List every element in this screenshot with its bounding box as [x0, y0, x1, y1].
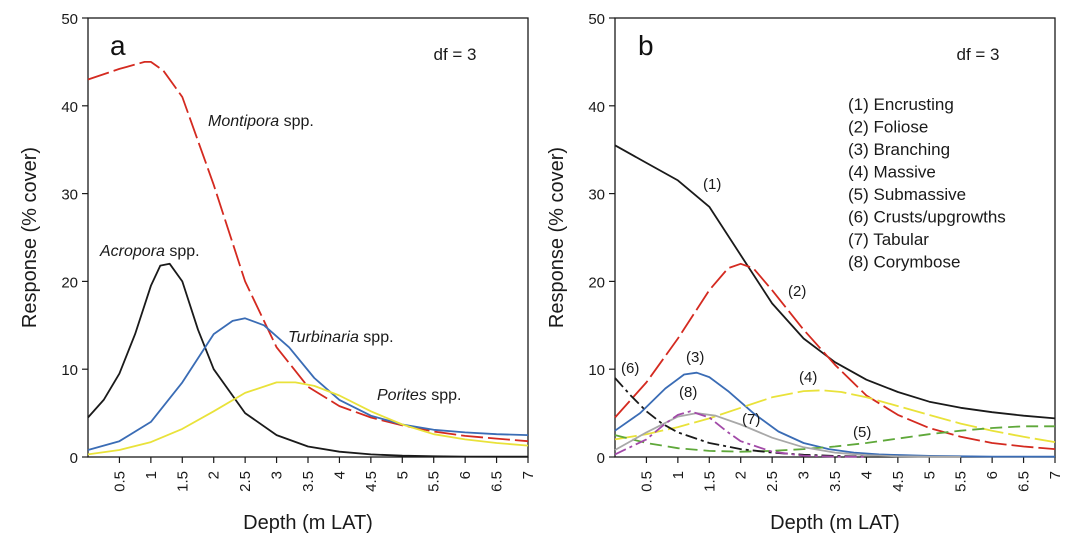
df-annotation: df = 3	[433, 45, 476, 64]
x-tick-label: 3	[796, 471, 813, 479]
x-tick-label: 1	[670, 471, 687, 479]
curve-tag-6: (6)	[621, 360, 639, 377]
y-tick-label: 30	[61, 187, 78, 204]
x-tick-label: 5	[921, 471, 938, 479]
legend-entry-4: (4) Massive	[848, 163, 936, 182]
x-tick-label: 2.5	[237, 471, 254, 492]
x-tick-label: 4	[331, 471, 348, 479]
x-tick-label: 7	[520, 471, 537, 479]
series-line-2	[614, 262, 1056, 450]
df-annotation: df = 3	[956, 45, 999, 64]
y-tick-label: 0	[70, 450, 78, 467]
y-axis-label: Response (% cover)	[546, 147, 568, 328]
series-line-1	[87, 61, 529, 443]
species-label-2: Acropora spp.	[99, 243, 200, 260]
y-tick-label: 40	[61, 99, 78, 116]
legend-entry-6: (6) Crusts/upgrowths	[848, 208, 1006, 227]
species-label-1: Montipora spp.	[208, 113, 314, 130]
curve-tag-4: (4)	[799, 369, 817, 386]
x-tick-label: 3.5	[300, 471, 317, 492]
plot-frame	[87, 17, 529, 458]
species-suffix: spp.	[279, 113, 314, 130]
x-tick-label: 4.5	[363, 471, 380, 492]
x-tick-label: 5.5	[953, 471, 970, 492]
x-axis-label: Depth (m LAT)	[243, 512, 373, 534]
legend-entry-2: (2) Foliose	[848, 118, 928, 137]
legend-entry-8: (8) Corymbose	[848, 253, 960, 272]
x-tick-label: 3	[269, 471, 286, 479]
series-line-8	[614, 410, 867, 458]
species-suffix: spp.	[359, 329, 394, 346]
x-tick-label: 6	[457, 471, 474, 479]
legend-entry-7: (7) Tabular	[848, 230, 929, 249]
y-tick-label: 50	[61, 11, 78, 28]
species-label-4: Porites spp.	[377, 387, 461, 404]
curve-tag-5: (5)	[853, 424, 871, 441]
chart-panel-a: 0 10 20 30 40 50 0.5 1 1.5 2 2.5 3 3.5 4 4.5 5 5.5 6 6.5 7 D…	[19, 11, 537, 534]
x-tick-label: 3.5	[827, 471, 844, 492]
x-tick-label: 6.5	[489, 471, 506, 492]
y-tick-label: 10	[588, 362, 605, 379]
x-tick-label: 2	[206, 471, 223, 479]
species-suffix: spp.	[427, 387, 462, 404]
x-tick-label: 4.5	[890, 471, 907, 492]
curve-tag-3: (3)	[686, 349, 704, 366]
y-tick-label: 10	[61, 362, 78, 379]
series-line-6	[614, 377, 867, 458]
curve-tag-7: (7)	[742, 411, 760, 428]
species-label-3: Turbinaria spp.	[288, 329, 394, 346]
x-tick-label: 5	[394, 471, 411, 479]
x-tick-label: 2	[733, 471, 750, 479]
series-line-2	[87, 262, 529, 458]
legend-entry-1: (1) Encrusting	[848, 95, 954, 114]
y-tick-label: 30	[588, 187, 605, 204]
series-line-1	[614, 144, 1056, 420]
species-genus: Turbinaria	[288, 329, 359, 346]
x-tick-label: 5.5	[426, 471, 443, 492]
x-tick-label: 1.5	[174, 471, 191, 492]
series-line-4	[87, 381, 529, 456]
x-tick-label: 6.5	[1016, 471, 1033, 492]
species-suffix: spp.	[165, 243, 200, 260]
curve-tag-8: (8)	[679, 384, 697, 401]
series-line-5	[614, 425, 1055, 453]
y-tick-label: 20	[61, 274, 78, 291]
series-line-4	[614, 389, 1056, 443]
curve-tag-2: (2)	[788, 283, 806, 300]
series-line-7	[614, 412, 961, 458]
legend-entry-3: (3) Branching	[848, 140, 950, 159]
chart-panel-b: 0 10 20 30 40 50 0.5 1 1.5 2 2.5 3 3.5 4 4.5 5 5.5 6 6.5 7 D…	[546, 11, 1064, 534]
panel-letter: b	[638, 30, 654, 61]
y-tick-label: 0	[597, 450, 605, 467]
x-tick-label: 0.5	[111, 471, 128, 492]
x-axis-label: Depth (m LAT)	[770, 512, 900, 534]
x-tick-label: 7	[1047, 471, 1064, 479]
panel-letter: a	[110, 30, 126, 61]
y-tick-label: 50	[588, 11, 605, 28]
y-tick-label: 40	[588, 99, 605, 116]
x-tick-label: 4	[858, 471, 875, 479]
curve-tag-1: (1)	[703, 176, 721, 193]
species-genus: Acropora	[99, 243, 165, 260]
series-line-3	[87, 317, 529, 451]
y-tick-label: 20	[588, 274, 605, 291]
x-tick-label: 1	[143, 471, 160, 479]
legend-entry-5: (5) Submassive	[848, 185, 966, 204]
x-tick-label: 6	[984, 471, 1001, 479]
x-tick-label: 0.5	[638, 471, 655, 492]
y-axis-label: Response (% cover)	[19, 147, 41, 328]
x-tick-label: 2.5	[764, 471, 781, 492]
x-tick-label: 1.5	[701, 471, 718, 492]
species-genus: Montipora	[208, 113, 279, 130]
species-genus: Porites	[377, 387, 427, 404]
